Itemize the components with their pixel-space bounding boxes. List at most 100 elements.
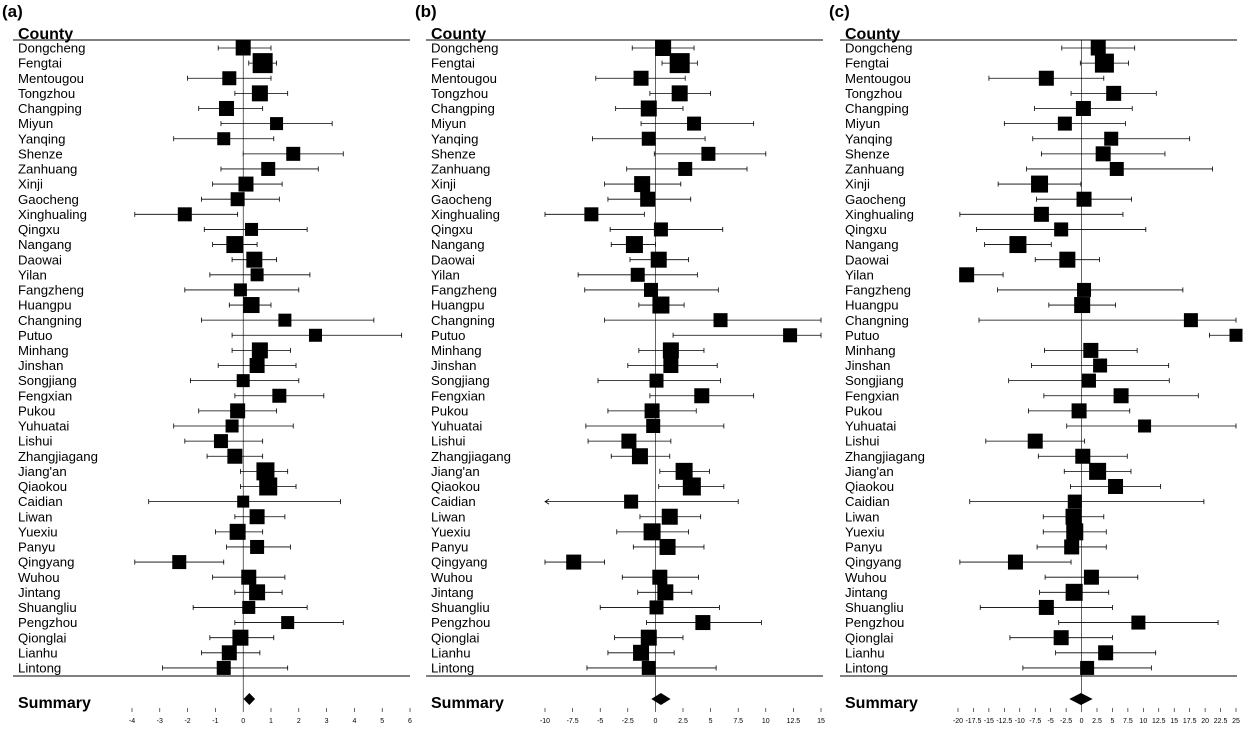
tick-label: -10 bbox=[540, 718, 550, 725]
county-label: Liwan bbox=[845, 509, 879, 524]
county-label: Minhang bbox=[18, 343, 69, 358]
county-label: Yuhuatai bbox=[845, 419, 896, 434]
estimate-square bbox=[1093, 358, 1108, 373]
county-label: Qingxu bbox=[18, 222, 60, 237]
county-label: Xinji bbox=[18, 177, 43, 192]
county-label: Yuexiu bbox=[18, 524, 58, 539]
estimate-square bbox=[624, 494, 639, 509]
ci-arrow bbox=[544, 498, 550, 505]
tick-label: 5 bbox=[380, 718, 384, 725]
county-label: Caidian bbox=[18, 494, 63, 509]
county-label: Yanqing bbox=[431, 131, 478, 146]
estimate-square bbox=[1109, 161, 1124, 176]
estimate-square bbox=[641, 660, 656, 675]
estimate-square bbox=[1031, 175, 1049, 193]
column-header: County bbox=[431, 26, 486, 43]
estimate-square bbox=[1076, 191, 1092, 207]
county-label: Liwan bbox=[431, 509, 465, 524]
county-label: Gaocheng bbox=[18, 192, 79, 207]
tick-label: -1 bbox=[212, 718, 218, 725]
estimate-square bbox=[1053, 630, 1069, 646]
county-label: Xinghualing bbox=[431, 207, 500, 222]
estimate-square bbox=[701, 146, 716, 161]
estimate-square bbox=[236, 374, 250, 388]
tick-label: 10 bbox=[1139, 718, 1147, 725]
county-label: Qingyang bbox=[18, 555, 74, 570]
panel-label: (a) bbox=[2, 2, 23, 21]
tick-label: 0 bbox=[241, 718, 245, 725]
estimate-square bbox=[227, 448, 243, 464]
estimate-square bbox=[621, 433, 637, 449]
tick-label: -2 bbox=[184, 718, 190, 725]
estimate-square bbox=[640, 100, 657, 117]
county-label: Wuhou bbox=[845, 570, 887, 585]
county-label: Zhangjiagang bbox=[18, 449, 98, 464]
county-label: Nangang bbox=[845, 237, 899, 252]
estimate-square bbox=[251, 85, 268, 102]
estimate-square bbox=[219, 100, 235, 116]
tick-label: 22.5 bbox=[1214, 718, 1228, 725]
tick-label: -10 bbox=[1015, 718, 1025, 725]
estimate-square bbox=[643, 523, 661, 541]
county-label: Jintang bbox=[845, 585, 888, 600]
county-label: Mentougou bbox=[18, 71, 84, 86]
county-label: Yanqing bbox=[845, 131, 892, 146]
estimate-square bbox=[713, 313, 728, 328]
tick-label: 2.5 bbox=[1092, 718, 1102, 725]
estimate-square bbox=[233, 283, 247, 297]
tick-label: 6 bbox=[408, 718, 412, 725]
tick-label: 20 bbox=[1201, 718, 1209, 725]
estimate-square bbox=[1065, 508, 1082, 525]
estimate-square bbox=[1071, 403, 1087, 419]
estimate-square bbox=[646, 419, 661, 433]
county-label: Yuhuatai bbox=[431, 419, 482, 434]
county-label: Yuexiu bbox=[845, 524, 885, 539]
county-label: Mentougou bbox=[431, 71, 497, 86]
summary-diamond bbox=[1069, 693, 1093, 705]
county-label: Putuo bbox=[845, 328, 879, 343]
county-label: Songjiang bbox=[845, 373, 904, 388]
estimate-square bbox=[634, 176, 651, 193]
tick-label: 0 bbox=[1080, 718, 1084, 725]
county-label: Songjiang bbox=[18, 373, 77, 388]
estimate-square bbox=[1104, 131, 1119, 146]
tick-label: -2.5 bbox=[622, 718, 634, 725]
estimate-square bbox=[261, 161, 276, 176]
county-label: Changping bbox=[431, 101, 495, 116]
tick-label: 17.5 bbox=[1183, 718, 1197, 725]
county-label: Qionglai bbox=[431, 630, 479, 645]
county-label: Mentougou bbox=[845, 71, 911, 86]
county-label: Fangzheng bbox=[845, 283, 911, 298]
estimate-square bbox=[566, 554, 582, 570]
tick-label: -7.5 bbox=[567, 718, 579, 725]
tick-label: 0 bbox=[653, 718, 657, 725]
estimate-square bbox=[250, 539, 265, 554]
county-label: Nangang bbox=[431, 237, 485, 252]
estimate-square bbox=[1038, 599, 1054, 615]
estimate-square bbox=[1083, 342, 1099, 358]
estimate-square bbox=[652, 569, 668, 585]
estimate-square bbox=[308, 328, 322, 342]
estimate-square bbox=[225, 419, 239, 433]
county-label: Minhang bbox=[845, 343, 896, 358]
estimate-square bbox=[213, 434, 228, 449]
estimate-square bbox=[682, 477, 701, 496]
estimate-square bbox=[1077, 282, 1092, 297]
tick-label: 2 bbox=[297, 718, 301, 725]
estimate-square bbox=[1075, 448, 1091, 464]
county-label: Jinshan bbox=[845, 358, 890, 373]
estimate-square bbox=[1007, 554, 1023, 570]
county-label: Putuo bbox=[431, 328, 465, 343]
county-label: Qingyang bbox=[845, 555, 901, 570]
estimate-square bbox=[241, 569, 257, 585]
summary-label: Summary bbox=[845, 695, 918, 712]
county-label: Pengzhou bbox=[18, 615, 77, 630]
estimate-square bbox=[694, 388, 710, 404]
estimate-square bbox=[783, 328, 798, 343]
estimate-square bbox=[1074, 297, 1091, 314]
estimate-square bbox=[584, 207, 599, 222]
estimate-square bbox=[1066, 523, 1084, 541]
county-label: Changping bbox=[845, 101, 909, 116]
estimate-square bbox=[1009, 236, 1027, 254]
county-label: Fengxian bbox=[431, 388, 485, 403]
